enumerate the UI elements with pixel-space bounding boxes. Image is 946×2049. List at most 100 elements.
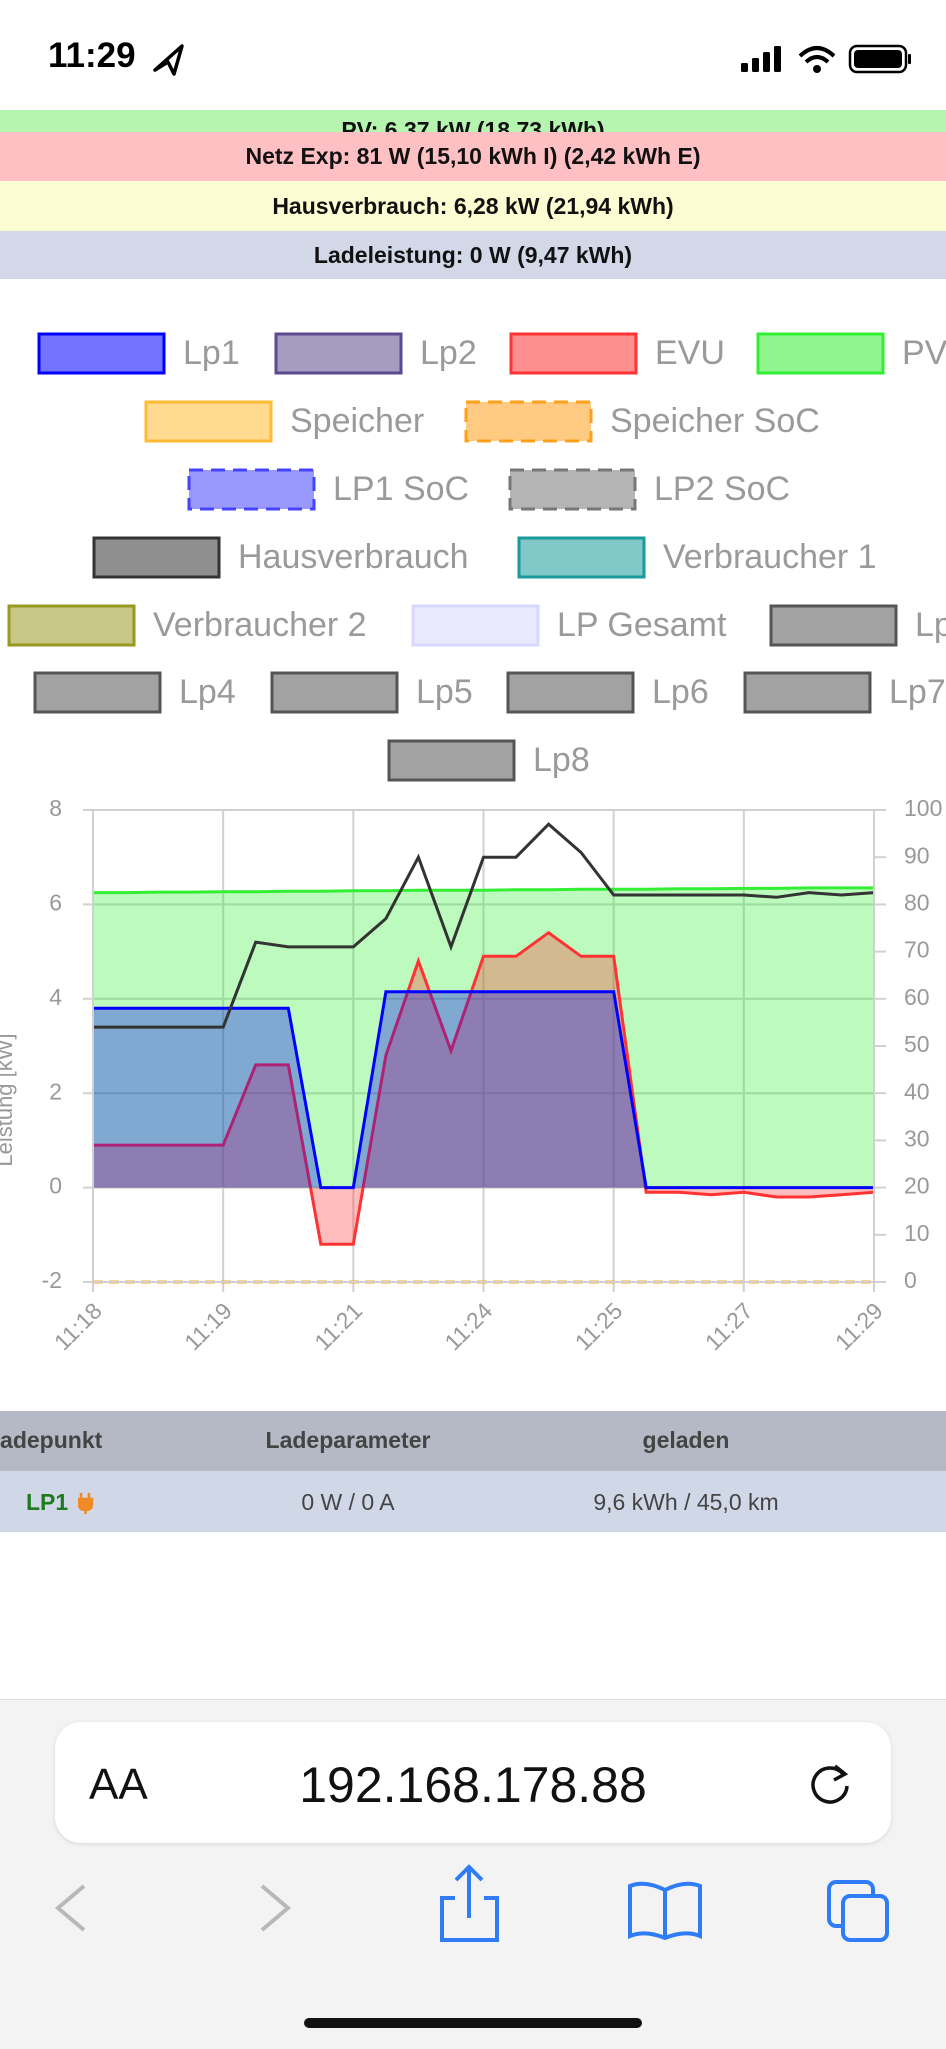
header-cell: Ladeparameter [265,1427,431,1453]
legend-label: Speicher SoC [610,402,820,440]
legend-label: Lp1 [183,334,240,372]
info-row: Hausverbrauch: 6,28 kW (21,94 kWh) [0,181,946,231]
legend-swatch [756,332,885,375]
info-row: Netz Exp: 81 W (15,10 kWh I) (2,42 kWh E… [0,132,946,181]
y-tick-label: -2 [42,1267,62,1293]
y-tick-label: 0 [49,1173,62,1199]
legend-label: Lp6 [652,673,709,711]
y2-tick-label: 20 [904,1173,930,1199]
x-tick-label: 11:29 [830,1297,888,1355]
legend-swatch [506,671,635,714]
reload-button[interactable] [805,1758,855,1808]
x-tick-label: 11:27 [700,1297,758,1355]
nav-icons [54,1864,889,1942]
legend-swatch [769,604,898,647]
legend-label: LP2 SoC [654,470,790,508]
legend-swatch [37,332,166,375]
info-row: Ladeleistung: 0 W (9,47 kWh) [0,231,946,279]
legend-swatch [517,536,646,579]
legend-label: Lp2 [420,334,477,372]
legend-label: Lp5 [416,673,473,711]
area [93,887,874,1188]
home-indicator [304,2018,642,2028]
table-row: LP1 0 W / 0 A 9,6 kWh / 45,0 km [0,1471,946,1532]
series-line [93,822,875,1029]
y-tick-label: 2 [49,1078,62,1104]
y-tick-label: 8 [49,795,62,821]
chargepoint-name[interactable]: LP1 [26,1489,69,1515]
info-row: PV: 6,37 kW (18,73 kWh) [0,110,946,132]
browser-toolbar: AA 192.168.178.88 [0,1699,946,2049]
y2-tick-label: 10 [904,1220,930,1246]
y2-tick-label: 50 [904,1031,930,1057]
text-size-button[interactable]: AA [89,1760,148,1809]
back-button[interactable] [54,1884,86,1932]
area [93,932,874,1245]
legend-label: EVU [655,334,725,372]
cell: 0 W / 0 A [301,1489,395,1515]
legend-swatch [743,671,872,714]
series-line [93,990,874,1190]
legend-label: Hausverbrauch [238,538,469,576]
clock: 11:29 [48,36,136,75]
x-tick-label: 11:24 [439,1297,497,1355]
legend-swatch [274,332,403,375]
y2-tick-label: 90 [904,842,930,868]
y2-tick-label: 30 [904,1125,930,1151]
legend-label: Lp8 [533,741,590,779]
plug-icon [78,1493,94,1514]
y2-tick-label: 0 [904,1267,917,1293]
info-text: Hausverbrauch: 6,28 kW (21,94 kWh) [272,192,674,219]
legend-swatch [509,332,638,375]
info-text: Netz Exp: 81 W (15,10 kWh I) (2,42 kWh E… [245,143,701,169]
address-bar[interactable]: AA 192.168.178.88 [55,1722,891,1843]
x-tick-label: 11:25 [570,1297,628,1355]
y2-tick-label: 80 [904,889,930,915]
legend-label: Speicher [290,402,424,440]
y2-tick-label: 100 [904,795,942,821]
y2-tick-label: 70 [904,937,930,963]
status-icons [153,44,911,76]
legend-label: LP1 SoC [333,470,469,508]
info-text: PV: 6,37 kW (18,73 kWh) [341,117,605,132]
plot-frame [92,809,875,1283]
area [93,991,874,1188]
header-cell: geladen [642,1427,730,1453]
info-text: Ladeleistung: 0 W (9,47 kWh) [313,241,633,268]
legend-swatch [7,604,136,647]
legend-label: Lp3 [915,606,946,644]
legend-swatch [187,468,316,511]
legend-label: LP Gesamt [557,606,727,644]
forward-button[interactable] [260,1884,292,1932]
legend-swatch [411,604,540,647]
y-tick-label: 4 [49,984,62,1010]
legend-label: PV [902,334,946,372]
legend-swatch [92,536,221,579]
x-tick-label: 11:21 [309,1297,367,1355]
legend-swatch [464,400,593,443]
tabs-button[interactable] [827,1880,889,1942]
status-bar: 11:29 [0,0,946,110]
table-header: Ladepunkt Ladeparameter geladen [0,1411,946,1471]
x-tick-label: 11:18 [49,1297,107,1355]
series-line [93,930,875,1246]
legend-label: Lp7 [889,673,946,711]
y-axis-title: Leistung [kW] [0,1033,17,1166]
y2-tick-label: 40 [904,1078,930,1104]
y-tick-label: 6 [49,889,62,915]
legend-label: Verbraucher 2 [153,606,367,644]
share-button[interactable] [440,1864,499,1942]
legend-swatch [144,400,273,443]
legend-label: Lp4 [179,673,236,711]
header-cell: Ladepunkt [0,1427,103,1453]
legend-swatch [33,671,162,714]
bookmarks-button[interactable] [628,1881,702,1941]
legend-label: Verbraucher 1 [663,538,877,576]
series-line [93,886,874,895]
x-tick-label: 11:19 [179,1297,237,1355]
url[interactable]: 192.168.178.88 [299,1757,647,1813]
chart: Leistung [kW] Lp1 Lp2 EVU PV Speicher Speiche… [0,332,946,1355]
legend-swatch [270,671,399,714]
legend-swatch [508,468,637,511]
